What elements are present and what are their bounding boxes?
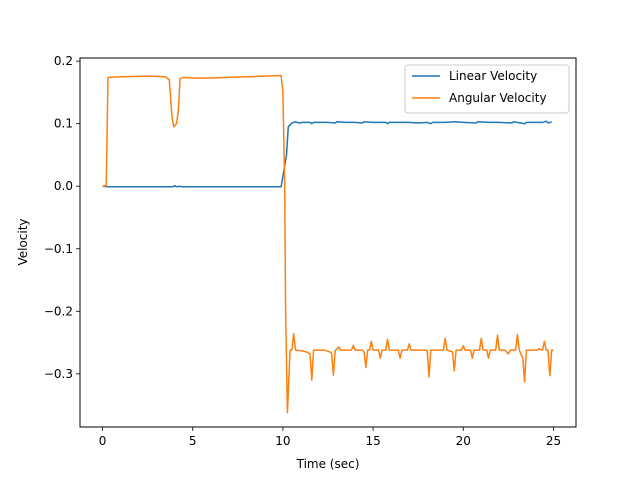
plot-area-frame	[79, 57, 577, 428]
y-tick-label: −0.1	[44, 242, 73, 256]
x-tick-label: 20	[456, 434, 471, 448]
plot-lines	[102, 74, 554, 414]
x-tick-label: 25	[546, 434, 561, 448]
y-tick-label: 0.2	[54, 54, 73, 68]
x-axis-ticks: 0 5 10 15 20 25	[99, 427, 561, 448]
series-line-linear-velocity	[102, 120, 552, 188]
legend: Linear Velocity Angular Velocity	[404, 64, 570, 114]
x-tick-label: 5	[189, 434, 197, 448]
x-axis-label: Time (sec)	[296, 457, 360, 471]
y-tick-label: −0.2	[44, 304, 73, 318]
y-axis-ticks: 0.2 0.1 0.0 −0.1 −0.2 −0.3	[44, 54, 80, 381]
y-tick-label: 0.0	[54, 179, 73, 193]
y-tick-label: −0.3	[44, 367, 73, 381]
y-tick-label: 0.1	[54, 117, 73, 131]
series-line-angular-velocity	[102, 74, 554, 414]
y-axis-label: Velocity	[16, 218, 30, 265]
x-tick-label: 0	[99, 434, 107, 448]
legend-label-angular-velocity: Angular Velocity	[449, 91, 547, 105]
x-tick-label: 15	[365, 434, 380, 448]
legend-box	[404, 64, 570, 114]
x-tick-label: 10	[275, 434, 290, 448]
legend-label-linear-velocity: Linear Velocity	[449, 69, 537, 83]
